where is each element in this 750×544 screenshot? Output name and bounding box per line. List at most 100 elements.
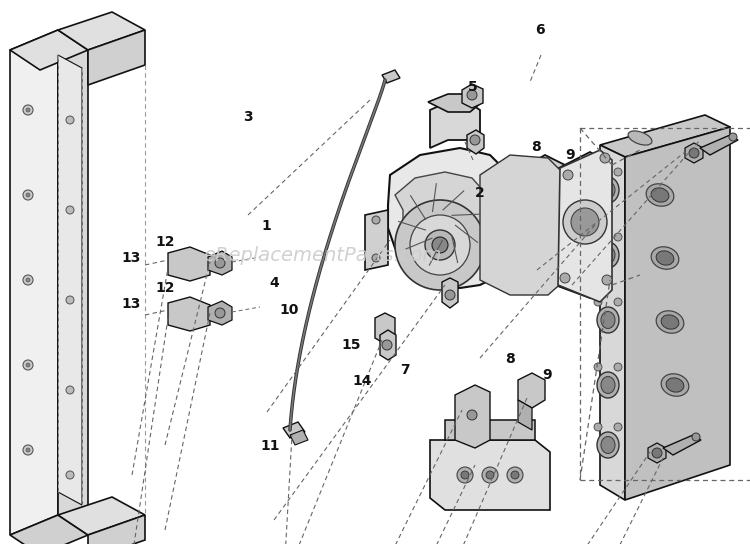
Circle shape xyxy=(511,471,519,479)
Text: 12: 12 xyxy=(155,235,175,249)
Circle shape xyxy=(652,448,662,458)
Circle shape xyxy=(594,168,602,176)
Circle shape xyxy=(507,467,523,483)
Text: 11: 11 xyxy=(260,439,280,453)
Text: 3: 3 xyxy=(243,110,252,124)
Circle shape xyxy=(594,363,602,371)
Circle shape xyxy=(554,192,610,248)
Polygon shape xyxy=(58,30,88,535)
Text: 10: 10 xyxy=(279,303,298,317)
Polygon shape xyxy=(10,515,88,544)
Ellipse shape xyxy=(666,378,684,392)
Text: 6: 6 xyxy=(536,23,544,37)
Circle shape xyxy=(560,273,570,283)
Polygon shape xyxy=(88,515,145,544)
Circle shape xyxy=(26,448,30,452)
Circle shape xyxy=(614,363,622,371)
Polygon shape xyxy=(558,150,612,302)
Polygon shape xyxy=(58,12,145,50)
Circle shape xyxy=(594,298,602,306)
Polygon shape xyxy=(462,84,483,108)
Ellipse shape xyxy=(661,315,679,329)
Polygon shape xyxy=(283,422,305,438)
Ellipse shape xyxy=(597,177,619,203)
Ellipse shape xyxy=(662,374,688,396)
Circle shape xyxy=(689,148,699,158)
Polygon shape xyxy=(168,297,210,331)
Circle shape xyxy=(432,237,448,253)
Ellipse shape xyxy=(597,242,619,268)
Circle shape xyxy=(614,423,622,431)
Circle shape xyxy=(23,360,33,370)
Circle shape xyxy=(603,261,611,269)
Ellipse shape xyxy=(601,312,615,329)
Circle shape xyxy=(566,264,574,272)
Circle shape xyxy=(457,467,473,483)
Polygon shape xyxy=(510,155,565,292)
Text: 13: 13 xyxy=(122,251,141,265)
Text: 9: 9 xyxy=(566,148,574,162)
Polygon shape xyxy=(382,70,400,83)
Polygon shape xyxy=(388,148,520,288)
Ellipse shape xyxy=(656,311,684,333)
Polygon shape xyxy=(430,102,480,148)
Polygon shape xyxy=(365,210,388,270)
Circle shape xyxy=(729,133,737,141)
Text: 2: 2 xyxy=(476,186,484,200)
Circle shape xyxy=(66,471,74,479)
Circle shape xyxy=(23,105,33,115)
Circle shape xyxy=(571,208,599,236)
Text: 9: 9 xyxy=(543,368,552,382)
Ellipse shape xyxy=(628,131,652,145)
Ellipse shape xyxy=(651,188,669,202)
Ellipse shape xyxy=(601,246,615,263)
Circle shape xyxy=(425,230,455,260)
Circle shape xyxy=(467,410,477,420)
Circle shape xyxy=(26,363,30,367)
Circle shape xyxy=(23,190,33,200)
Text: 5: 5 xyxy=(468,80,477,94)
Circle shape xyxy=(23,275,33,285)
Polygon shape xyxy=(380,330,396,360)
Text: 15: 15 xyxy=(341,338,361,353)
Polygon shape xyxy=(10,30,88,70)
Circle shape xyxy=(692,433,700,441)
Polygon shape xyxy=(480,155,565,295)
Ellipse shape xyxy=(601,376,615,393)
Polygon shape xyxy=(518,373,545,408)
Circle shape xyxy=(382,340,392,350)
Text: 12: 12 xyxy=(155,281,175,295)
Circle shape xyxy=(395,200,485,290)
Circle shape xyxy=(600,153,610,163)
Polygon shape xyxy=(430,440,550,510)
Circle shape xyxy=(563,168,571,176)
Circle shape xyxy=(215,258,225,268)
Polygon shape xyxy=(518,400,532,430)
Polygon shape xyxy=(10,30,58,535)
Polygon shape xyxy=(428,94,482,112)
Circle shape xyxy=(372,254,380,262)
Circle shape xyxy=(26,193,30,197)
Polygon shape xyxy=(445,420,535,440)
Polygon shape xyxy=(600,145,625,500)
Polygon shape xyxy=(395,172,495,273)
Circle shape xyxy=(23,445,33,455)
Circle shape xyxy=(564,202,600,238)
Text: 13: 13 xyxy=(122,296,141,311)
Ellipse shape xyxy=(601,436,615,454)
Polygon shape xyxy=(168,247,210,281)
Polygon shape xyxy=(625,127,730,500)
Circle shape xyxy=(26,278,30,282)
Polygon shape xyxy=(648,443,666,463)
Text: 1: 1 xyxy=(261,219,272,233)
Polygon shape xyxy=(290,430,308,445)
Ellipse shape xyxy=(597,307,619,333)
Circle shape xyxy=(594,233,602,241)
Ellipse shape xyxy=(597,432,619,458)
Polygon shape xyxy=(88,30,145,85)
Circle shape xyxy=(66,206,74,214)
Circle shape xyxy=(445,290,455,300)
Polygon shape xyxy=(700,135,738,155)
Circle shape xyxy=(614,298,622,306)
Circle shape xyxy=(372,216,380,224)
